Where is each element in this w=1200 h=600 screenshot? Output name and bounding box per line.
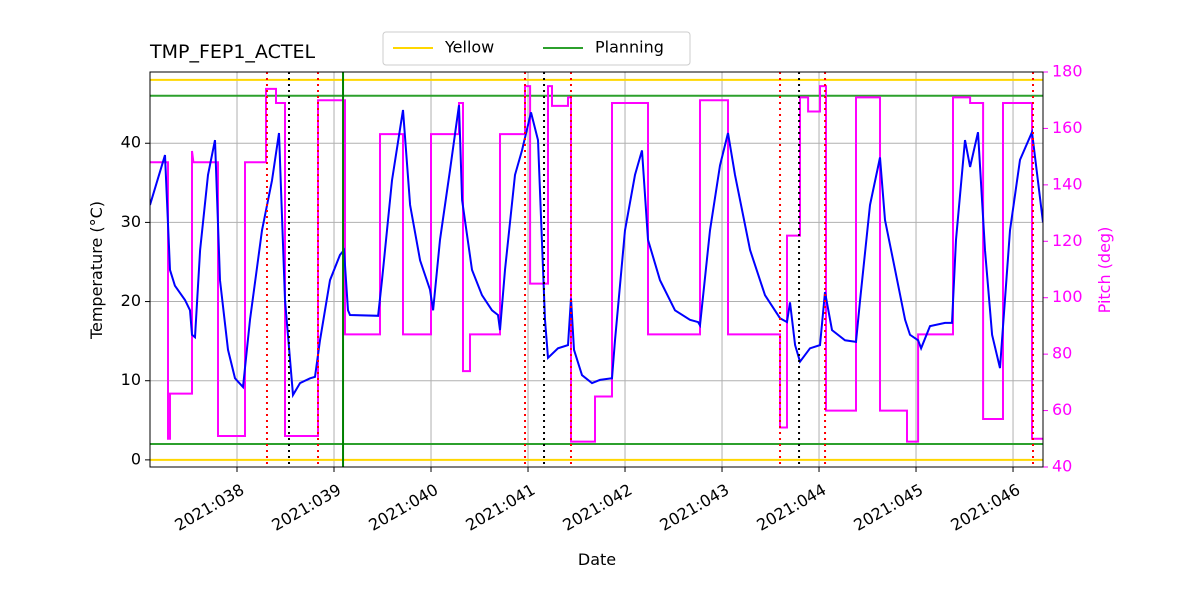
x-tick-label: 2021:046	[947, 480, 1023, 535]
y2-tick-label: 60	[1052, 400, 1072, 419]
x-tick-label: 2021:041	[462, 480, 538, 535]
y-axis-label: Temperature (°C)	[87, 201, 106, 340]
y-tick-label: 40	[121, 133, 141, 152]
x-tick-label: 2021:039	[268, 480, 344, 535]
y2-tick-label: 100	[1052, 287, 1083, 306]
y2-tick-label: 140	[1052, 174, 1083, 193]
x-tick-label: 2021:045	[850, 480, 926, 535]
y2-tick-label: 40	[1052, 457, 1072, 476]
x-tick-label: 2021:038	[171, 480, 247, 535]
y-tick-label: 10	[121, 370, 141, 389]
x-axis-label: Date	[578, 550, 616, 569]
y-tick-label: 0	[131, 449, 141, 468]
y2-tick-label: 80	[1052, 344, 1072, 363]
legend-label: Yellow	[444, 38, 494, 57]
y2-tick-label: 180	[1052, 62, 1083, 81]
x-tick-label: 2021:042	[559, 480, 635, 535]
y-tick-label: 30	[121, 212, 141, 231]
x-tick-label: 2021:040	[365, 480, 441, 535]
plot-frame	[149, 71, 1044, 468]
legend-box	[382, 31, 691, 66]
x-tick-label: 2021:043	[656, 480, 732, 535]
y2-tick-label: 120	[1052, 231, 1083, 250]
y2-tick-label: 160	[1052, 118, 1083, 137]
x-tick-label: 2021:044	[753, 480, 829, 535]
chart-title: TMP_FEP1_ACTEL	[149, 41, 315, 63]
series-line	[150, 85, 1043, 443]
y2-axis-label: Pitch (deg)	[1095, 227, 1114, 314]
y-tick-label: 20	[121, 291, 141, 310]
series-line	[150, 105, 1043, 399]
legend-label: Planning	[595, 38, 664, 57]
